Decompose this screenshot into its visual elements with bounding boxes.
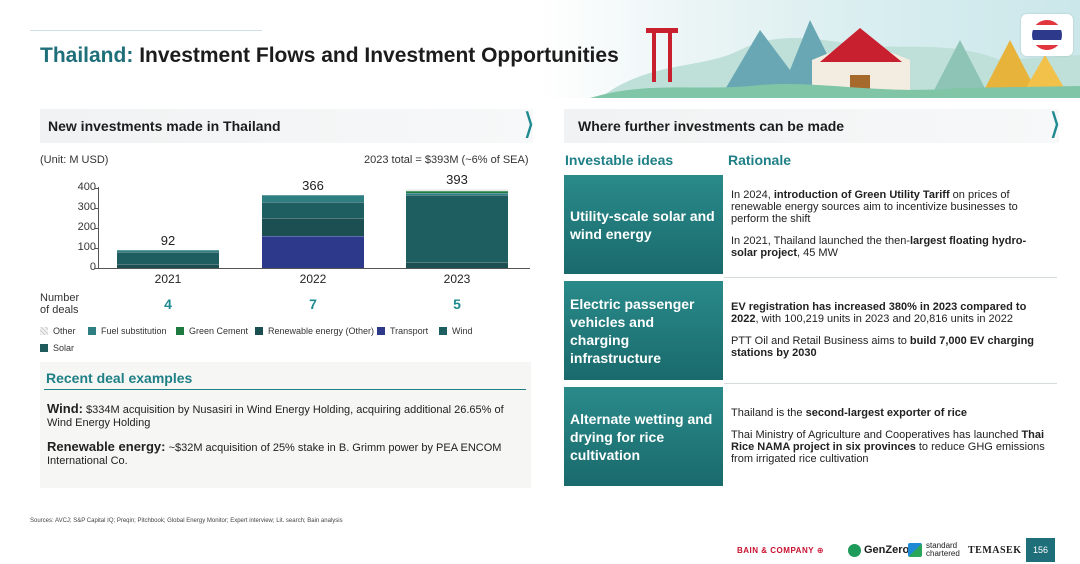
bar-segment-other — [406, 189, 508, 191]
idea-ev-charging: Electric passenger vehicles and charging… — [564, 281, 723, 380]
recent-deals-title: Recent deal examples — [46, 370, 193, 386]
y-tick-mark — [95, 268, 99, 269]
temasek-logo: TEMASEK — [968, 544, 1022, 556]
y-tick-label: 200 — [77, 221, 96, 233]
legend-item: Renewable energy (Other) — [255, 326, 374, 336]
page-title: Thailand: Investment Flows and Investmen… — [40, 44, 619, 67]
y-tick-label: 300 — [77, 201, 96, 213]
legend-label: Solar — [53, 343, 75, 353]
header-banner — [0, 0, 1080, 98]
legend-label: Fuel substitution — [101, 326, 167, 336]
sources-note: Sources: AVCJ; S&P Capital IQ; Preqin; P… — [30, 518, 343, 524]
legend-label: Wind — [452, 326, 473, 336]
bar-segment-renewable-energy-other — [117, 263, 219, 268]
chevron-right-icon: ⟩ — [1049, 108, 1061, 141]
chart-total: 2023 total = $393M (~6% of SEA) — [364, 154, 529, 166]
legend-item: Green Cement — [176, 326, 248, 336]
legend-swatch — [88, 327, 96, 335]
row-divider — [724, 383, 1057, 384]
chevron-right-icon: ⟩ — [523, 108, 535, 141]
bar-total-label: 366 — [302, 177, 324, 193]
bar-2023 — [406, 189, 508, 268]
x-tick-label: 2021 — [154, 272, 182, 286]
y-tick-mark — [95, 208, 99, 209]
x-axis — [98, 268, 530, 269]
deal-count-2021: 4 — [164, 296, 172, 312]
bar-total-label: 393 — [446, 172, 468, 188]
x-tick-label: 2022 — [299, 272, 327, 286]
rationale-ev-charging: EV registration has increased 380% in 20… — [731, 301, 1035, 359]
standard-chartered-mark-icon — [908, 543, 922, 557]
recent-deals-divider — [44, 389, 526, 390]
genzero-mark-icon — [848, 543, 861, 557]
rationale-solar-wind: In 2024, introduction of Green Utility T… — [731, 189, 1027, 259]
idea-solar-wind: Utility-scale solar and wind energy — [564, 175, 723, 274]
bar-segment-fuel-substitution — [117, 249, 219, 252]
rationale-rice-cultivation: Thailand is the second-largest exporter … — [731, 407, 1045, 465]
legend-swatch — [255, 327, 263, 335]
legend-item: Solar — [40, 343, 74, 353]
thailand-flag-icon — [1021, 14, 1073, 56]
legend-swatch — [40, 327, 48, 335]
rationale-heading: Rationale — [728, 152, 792, 168]
legend-item: Fuel substitution — [88, 326, 167, 336]
deal-example-wind: Wind: $334M acquisition by Nusasiri in W… — [47, 401, 504, 429]
deals-label: Number of deals — [40, 292, 80, 316]
y-tick-mark — [95, 248, 99, 249]
header-divider — [30, 30, 262, 31]
y-tick-mark — [95, 188, 99, 189]
bar-segment-fuel-substitution — [406, 192, 508, 195]
bar-segment-wind — [262, 201, 364, 218]
bar-2022 — [262, 194, 364, 268]
investment-bar-chart: 400 300 200 100 0 92 2021 366 2022 393 2023 — [40, 172, 532, 290]
bar-2021 — [117, 249, 219, 268]
bar-segment-wind — [117, 251, 219, 264]
legend-label: Green Cement — [189, 326, 249, 336]
y-tick-label: 100 — [77, 241, 96, 253]
idea-rice-cultivation: Alternate wetting and drying for rice cu… — [564, 387, 723, 486]
legend-item: Other — [40, 326, 76, 336]
legend-swatch — [176, 327, 184, 335]
investable-ideas-heading: Investable ideas — [565, 152, 674, 168]
y-tick-mark — [95, 228, 99, 229]
legend-item: Wind — [439, 326, 473, 336]
deal-count-2022: 7 — [309, 296, 317, 312]
legend-item: Transport — [377, 326, 428, 336]
legend-label: Other — [53, 326, 76, 336]
right-section-header: Where further investments can be made ⟩ — [564, 108, 1061, 143]
standard-chartered-logo: standard chartered — [908, 538, 960, 562]
y-tick-label: 400 — [77, 181, 96, 193]
legend-swatch — [377, 327, 385, 335]
bar-segment-wind — [406, 194, 508, 262]
bar-segment-fuel-substitution — [262, 194, 364, 202]
recent-deals-box: Recent deal examples Wind: $334M acquisi… — [40, 362, 531, 488]
legend-label: Transport — [390, 326, 429, 336]
x-tick-label: 2023 — [443, 272, 471, 286]
legend-label: Renewable energy (Other) — [268, 326, 375, 336]
bar-segment-transport — [262, 235, 364, 268]
bain-logo: BAIN & COMPANY ⊕ — [737, 545, 825, 555]
bar-total-label: 92 — [160, 232, 176, 248]
legend-swatch — [40, 344, 48, 352]
legend-swatch — [439, 327, 447, 335]
bar-segment-renewable-energy-other — [406, 261, 508, 268]
y-tick-label: 0 — [89, 261, 96, 273]
deal-count-2023: 5 — [453, 296, 461, 312]
thai-landscape-illustration — [590, 20, 1080, 98]
left-section-header: New investments made in Thailand ⟩ — [40, 108, 535, 143]
chart-unit: (Unit: M USD) — [40, 154, 109, 166]
row-divider — [724, 277, 1057, 278]
bar-segment-green-cement — [406, 190, 508, 193]
bar-segment-renewable-energy-other — [262, 217, 364, 236]
bain-mark-icon: ⊕ — [816, 545, 825, 555]
page-number: 156 — [1026, 538, 1055, 562]
genzero-logo: GenZero — [848, 538, 909, 562]
deal-example-renewable: Renewable energy: ~$32M acquisition of 2… — [47, 439, 502, 467]
